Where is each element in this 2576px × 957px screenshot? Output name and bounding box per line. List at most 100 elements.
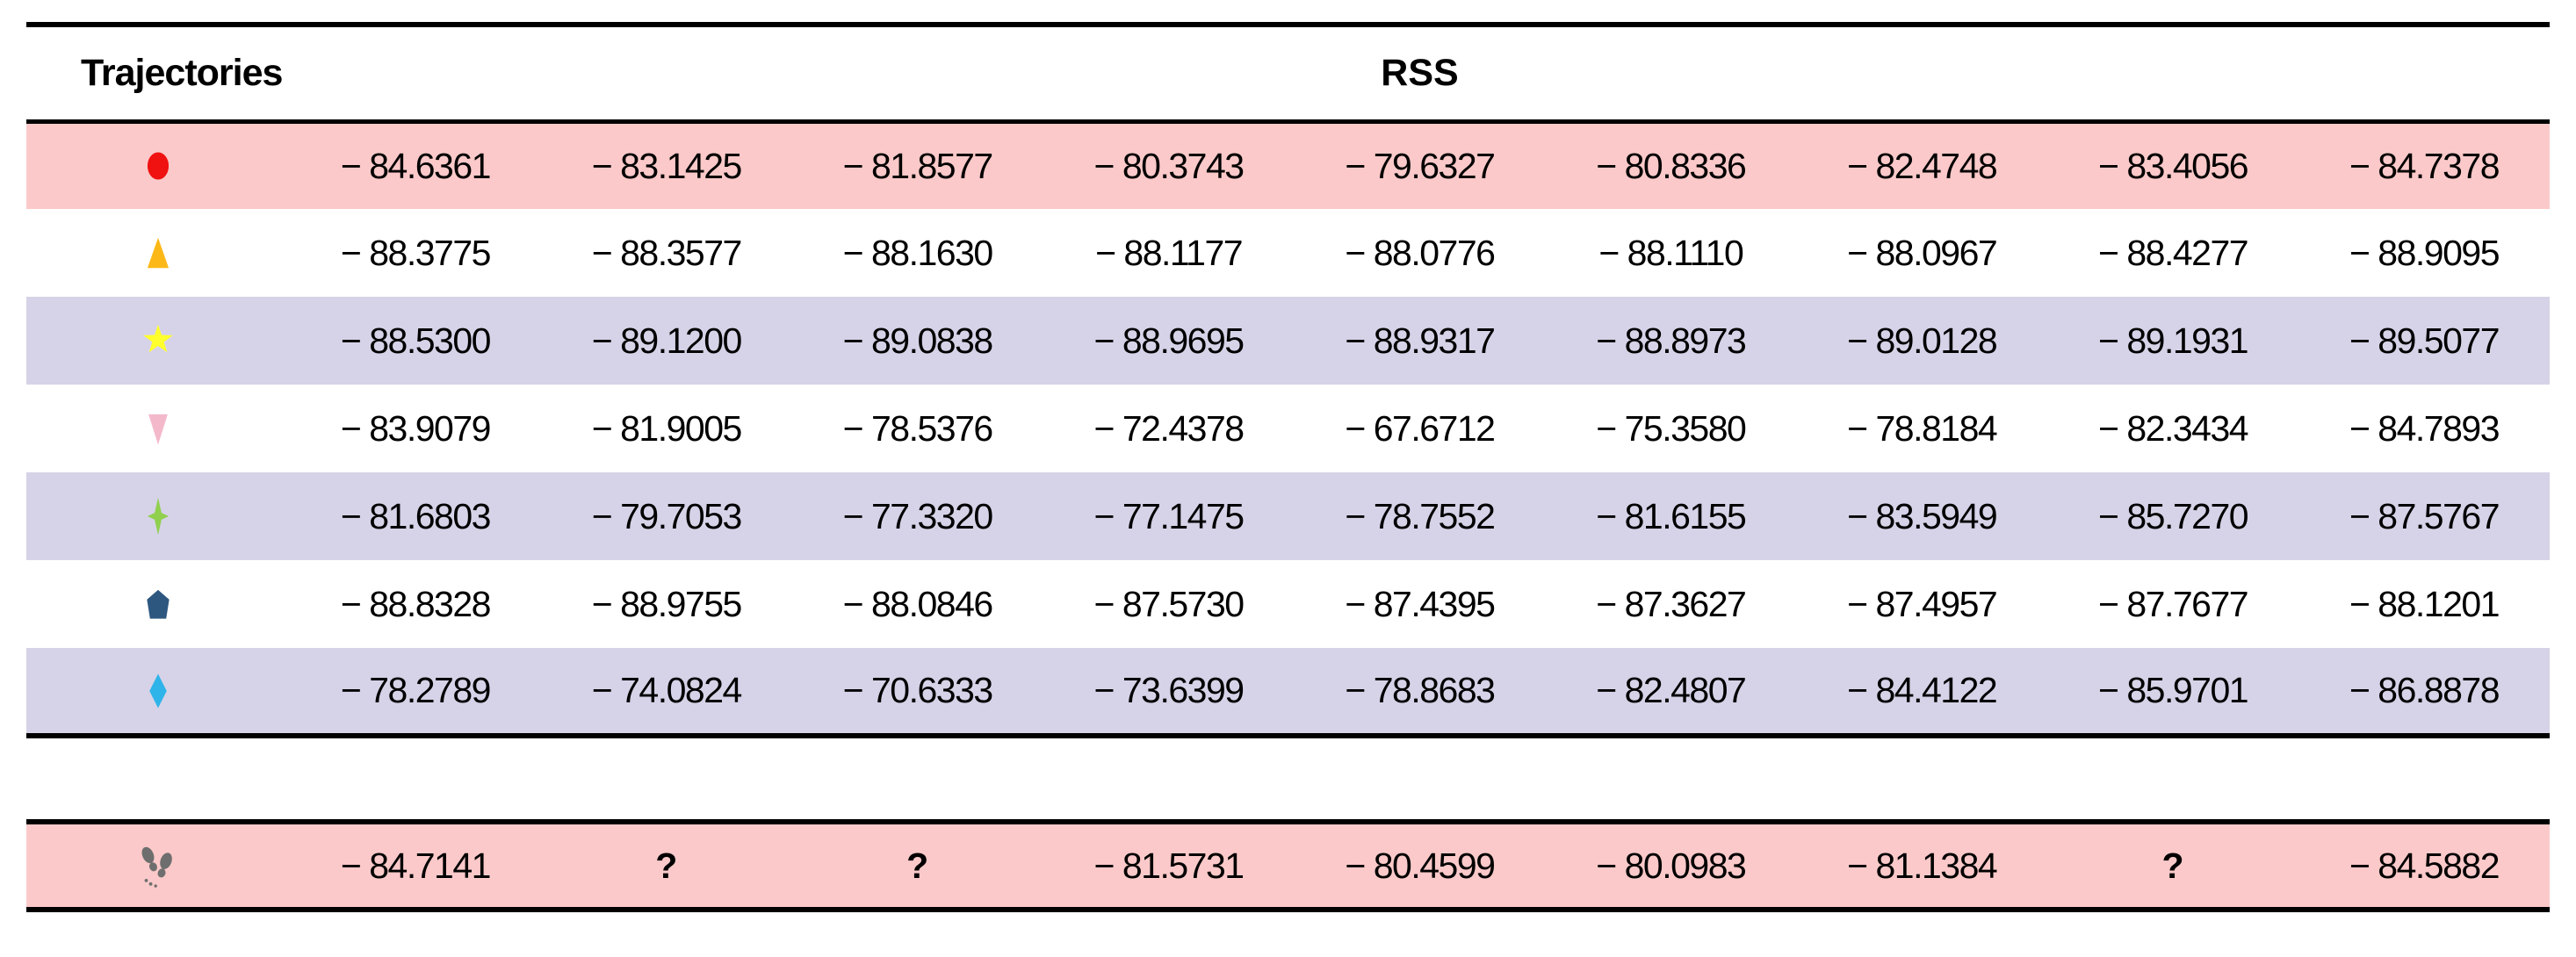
- orange-triangle-icon: [138, 237, 178, 269]
- rss-value-cell: − 81.9005: [591, 407, 743, 449]
- rss-value-cell: − 74.0824: [591, 670, 743, 710]
- marker-cell: [26, 822, 290, 910]
- rss-value-cell: − 84.4122: [1847, 670, 1998, 710]
- rss-value-cell: − 88.9695: [1093, 320, 1245, 361]
- rss-value-cell: − 81.8577: [842, 145, 994, 186]
- table-row: − 88.3775 − 88.3577 − 88.1630 − 88.1177 − 88…: [26, 209, 2550, 297]
- red-circle-icon: [138, 152, 178, 180]
- rss-value-cell: − 81.5731: [1093, 845, 1245, 886]
- pink-triangle-down-icon: [138, 414, 178, 445]
- rss-value-cell: − 80.4599: [1345, 845, 1496, 886]
- rss-value-cell: − 87.7677: [2098, 583, 2249, 624]
- rss-value-cell: − 80.8336: [1596, 145, 1747, 186]
- unknown-value-cell: ?: [2161, 845, 2184, 886]
- rss-value-cell: − 89.0838: [842, 320, 994, 361]
- rss-value-cell: − 88.0846: [842, 583, 994, 624]
- rss-value-cell: − 83.4056: [2098, 145, 2249, 186]
- rss-value-cell: − 89.5077: [2349, 320, 2500, 361]
- rss-value-cell: − 83.5949: [1847, 495, 1998, 536]
- rss-value-cell: − 88.1177: [1095, 232, 1243, 273]
- rss-value-cell: − 77.3320: [842, 495, 994, 536]
- table-row: − 83.9079 − 81.9005 − 78.5376 − 72.4378 − 67…: [26, 385, 2550, 472]
- navy-pentagon-icon: [138, 589, 178, 619]
- footprints-icon: [134, 846, 182, 888]
- rss-value-cell: − 75.3580: [1596, 407, 1747, 449]
- rss-value-cell: − 88.9095: [2349, 232, 2500, 273]
- rss-value-cell: − 81.1384: [1847, 845, 1998, 886]
- table-row: − 88.8328 − 88.9755 − 88.0846 − 87.5730 − 87…: [26, 560, 2550, 648]
- marker-cell: [26, 385, 290, 472]
- rss-value-cell: − 88.0967: [1847, 232, 1998, 273]
- rss-value-cell: − 87.4957: [1847, 583, 1998, 624]
- rss-value-cell: − 87.5730: [1093, 583, 1245, 624]
- table-row: − 81.6803 − 79.7053 − 77.3320 − 77.1475 − 78…: [26, 472, 2550, 560]
- rss-value-cell: − 80.3743: [1093, 145, 1245, 186]
- query-table: − 84.7141?? − 81.5731 − 80.4599 − 80.0983 − …: [26, 819, 2550, 912]
- marker-cell: [26, 472, 290, 560]
- rss-value-cell: − 82.3434: [2098, 407, 2249, 449]
- rss-value-cell: − 87.4395: [1345, 583, 1496, 624]
- table-row: − 78.2789 − 74.0824 − 70.6333 − 73.6399 − 78…: [26, 648, 2550, 736]
- rss-value-cell: − 84.5882: [2349, 845, 2500, 886]
- rss-value-cell: − 82.4748: [1847, 145, 1998, 186]
- rss-value-cell: − 89.1200: [591, 320, 743, 361]
- rss-value-cell: − 73.6399: [1093, 670, 1245, 710]
- query-table-body: − 84.7141?? − 81.5731 − 80.4599 − 80.0983 − …: [26, 822, 2550, 910]
- rss-value-cell: − 85.7270: [2098, 495, 2249, 536]
- rss-header: RSS: [1381, 51, 1459, 94]
- section-gap: [0, 738, 2576, 819]
- rss-value-cell: − 84.7378: [2349, 145, 2500, 186]
- rss-value-cell: − 79.6327: [1345, 145, 1496, 186]
- marker-cell: [26, 121, 290, 209]
- rss-value-cell: − 86.8878: [2349, 670, 2500, 710]
- rss-value-cell: − 80.0983: [1596, 845, 1747, 886]
- table-row: − 84.6361 − 83.1425 − 81.8577 − 80.3743 − 79…: [26, 121, 2550, 209]
- rss-value-cell: − 78.2789: [340, 670, 492, 710]
- unknown-value-cell: ?: [906, 845, 929, 886]
- rss-value-cell: − 88.3775: [340, 232, 492, 273]
- table-row: − 88.5300 − 89.1200 − 89.0838 − 88.9695 − 88…: [26, 297, 2550, 385]
- marker-cell: [26, 297, 290, 385]
- rss-value-cell: − 67.6712: [1345, 407, 1496, 449]
- green-sparkle-icon: [138, 497, 178, 536]
- trajectories-table: Trajectories RSS − 84.6361 − 83.1425 − 81.…: [26, 22, 2550, 738]
- rss-value-cell: − 88.0776: [1345, 232, 1496, 273]
- rss-value-cell: − 89.1931: [2098, 320, 2249, 361]
- table-row: − 84.7141?? − 81.5731 − 80.4599 − 80.0983 − …: [26, 822, 2550, 910]
- unknown-value-cell: ?: [655, 845, 678, 886]
- rss-value-cell: − 79.7053: [591, 495, 743, 536]
- rss-value-cell: − 89.0128: [1847, 320, 1998, 361]
- rss-value-cell: − 88.8328: [340, 583, 492, 624]
- rss-value-cell: − 88.1630: [842, 232, 994, 273]
- trajectories-header: Trajectories: [81, 51, 283, 94]
- rss-value-cell: − 88.9317: [1345, 320, 1496, 361]
- rss-value-cell: − 88.3577: [591, 232, 743, 273]
- rss-value-cell: − 88.4277: [2098, 232, 2249, 273]
- rss-value-cell: − 85.9701: [2098, 670, 2249, 710]
- rss-value-cell: − 82.4807: [1596, 670, 1747, 710]
- marker-cell: [26, 560, 290, 648]
- rss-value-cell: − 78.8184: [1847, 407, 1998, 449]
- rss-value-cell: − 77.1475: [1093, 495, 1245, 536]
- rss-value-cell: − 83.1425: [591, 145, 743, 186]
- table-body: − 84.6361 − 83.1425 − 81.8577 − 80.3743 − 79…: [26, 121, 2550, 736]
- rss-value-cell: − 87.5767: [2349, 495, 2500, 536]
- rss-value-cell: − 88.8973: [1596, 320, 1747, 361]
- rss-value-cell: − 78.8683: [1345, 670, 1496, 710]
- rss-value-cell: − 78.7552: [1345, 495, 1496, 536]
- rss-value-cell: − 78.5376: [842, 407, 994, 449]
- marker-cell: [26, 648, 290, 736]
- rss-value-cell: − 81.6803: [340, 495, 492, 536]
- rss-value-cell: − 72.4378: [1093, 407, 1245, 449]
- rss-value-cell: − 84.7141: [340, 845, 492, 886]
- rss-value-cell: − 84.7893: [2349, 407, 2500, 449]
- marker-cell: [26, 209, 290, 297]
- rss-value-cell: − 70.6333: [842, 670, 994, 710]
- rss-value-cell: − 87.3627: [1596, 583, 1747, 624]
- rss-value-cell: − 88.1201: [2349, 583, 2500, 624]
- yellow-star-icon: [138, 324, 178, 353]
- rss-value-cell: − 84.6361: [340, 145, 492, 186]
- rss-value-cell: − 88.9755: [591, 583, 743, 624]
- rss-value-cell: − 81.6155: [1596, 495, 1747, 536]
